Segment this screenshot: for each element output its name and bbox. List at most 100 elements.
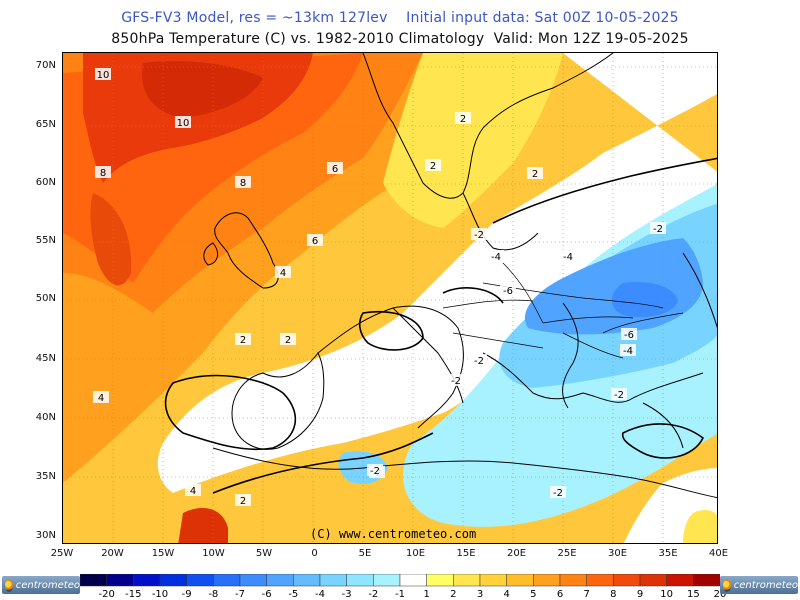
contour-label-text: -6 [624, 330, 634, 341]
contour-label: 2 [280, 333, 296, 346]
contour-label-text: -2 [451, 376, 461, 387]
colorbar-swatch [453, 574, 481, 587]
colorbar-label: -20 [98, 589, 115, 600]
colorbar-label: -8 [208, 589, 219, 600]
contour-label: 4 [185, 484, 201, 497]
contour-label: 2 [455, 112, 471, 125]
latitude-label: 70N [35, 60, 56, 71]
contour-label-text: -2 [614, 390, 624, 401]
contour-label: -4 [560, 250, 576, 263]
latitude-label: 50N [35, 293, 56, 304]
colorbar-swatch [693, 574, 720, 587]
anomaly-field-morocco-warm [178, 508, 228, 543]
contour-label: -2 [611, 388, 627, 401]
latitude-label: 60N [35, 177, 56, 188]
latitude-label: 45N [35, 353, 56, 364]
contour-label: 4 [275, 266, 291, 279]
contour-label-text: -4 [491, 252, 501, 263]
longitude-label: 5E [358, 548, 372, 559]
latitude-label: 40N [35, 412, 56, 423]
colorbar-swatch [106, 574, 134, 587]
colorbar-swatch [559, 574, 587, 587]
longitude-label: 25E [557, 548, 577, 559]
contour-label-text: -6 [503, 286, 513, 297]
contour-label-text: 6 [332, 164, 338, 175]
colorbar-label: 1 [423, 589, 430, 600]
longitude-label: 25W [50, 548, 74, 559]
colorbar-label: 8 [610, 589, 617, 600]
contour-label: 2 [235, 494, 251, 507]
contour-label: 8 [235, 176, 251, 189]
colorbar-label: -10 [151, 589, 169, 600]
colorbar-swatch [266, 574, 294, 587]
contour-label: -4 [488, 250, 504, 263]
longitude-label: 35E [658, 548, 678, 559]
longitude-label: 15E [456, 548, 476, 559]
contour-label: 4 [93, 391, 109, 404]
contour-label: -2 [448, 374, 464, 387]
contour-labels: 10108864244222-2-4-4-6-6-4-2-2-2-2-2-22-… [93, 68, 666, 507]
contour-label-text: 2 [240, 496, 246, 507]
colorbar-swatch [319, 574, 347, 587]
colorbar-label: 7 [583, 589, 590, 600]
colorbar-label: -6 [261, 589, 272, 600]
contour-label: -6 [500, 284, 516, 297]
colorbar-swatch [533, 574, 561, 587]
coastlines [203, 53, 717, 499]
colorbar-swatch [586, 574, 614, 587]
latitude-label: 55N [35, 235, 56, 246]
contour-label-text: -2 [553, 488, 563, 499]
colorbar-scale [80, 574, 720, 587]
colorbar-label: -3 [341, 589, 352, 600]
temperature-anomaly-map: 10108864244222-2-4-4-6-6-4-2-2-2-2-2-22-… [62, 52, 718, 544]
colorbar-legend: centrometeo -20 -15 -10 -9 -8 -7 -6 -5 -4 -3 -2 -1 1… [0, 574, 800, 600]
colorbar-swatch [613, 574, 641, 587]
contour-label: -2 [471, 354, 487, 367]
contour-label-text: 2 [240, 335, 246, 346]
colorbar-label: -1 [395, 589, 405, 600]
contour-label: 2 [425, 159, 441, 172]
colorbar-swatch [506, 574, 534, 587]
longitude-label: 20E [506, 548, 527, 559]
colorbar-swatch [239, 574, 267, 587]
colorbar-label: -9 [181, 589, 192, 600]
contour-label-text: 10 [97, 70, 110, 81]
contour-label-text: 2 [460, 114, 466, 125]
contour-label-text: 8 [240, 178, 246, 189]
contour-label: -2 [367, 464, 383, 477]
latitude-label: 65N [35, 119, 56, 130]
colorbar-swatch [133, 574, 161, 587]
anomaly-field-greenland-core [142, 61, 263, 118]
colorbar-swatch [293, 574, 321, 587]
contour-label-text: 4 [190, 486, 196, 497]
map-title-line2: 850hPa Temperature (C) vs. 1982-2010 Cli… [111, 31, 689, 47]
colorbar-swatch [479, 574, 507, 587]
longitude-label: 10E [405, 548, 426, 559]
contour-label: 8 [95, 166, 111, 179]
colorbar-label: -15 [125, 589, 142, 600]
graticule [63, 53, 717, 543]
contour-label: -2 [471, 228, 487, 241]
colorbar-label: -5 [288, 589, 299, 600]
contour-label-text: 4 [98, 393, 104, 404]
contour-label-text: -2 [474, 356, 484, 367]
contour-label-text: 8 [100, 168, 106, 179]
colorbar-label: 5 [530, 589, 537, 600]
contour-label: -2 [550, 486, 566, 499]
colorbar-label: -7 [235, 589, 245, 600]
contour-label: -4 [620, 344, 636, 357]
colorbar-label: 6 [556, 589, 564, 600]
colorbar-label: 2 [450, 589, 457, 600]
anomaly-field-neutral [157, 53, 717, 493]
colorbar-swatch [426, 574, 454, 587]
colorbar-label: 4 [503, 589, 510, 600]
longitude-label: 40E [708, 548, 729, 559]
brand-logo-left: centrometeo [2, 576, 80, 594]
anomaly-field-iberia-west-warm [90, 193, 132, 286]
brand-name-right: centrometeo [733, 579, 798, 591]
colorbar-label: -4 [315, 589, 325, 600]
contour-label: 10 [95, 68, 111, 81]
colorbar-swatch [666, 574, 694, 587]
longitude-label: 5W [255, 548, 273, 559]
colorbar-label: 20 [713, 589, 727, 600]
